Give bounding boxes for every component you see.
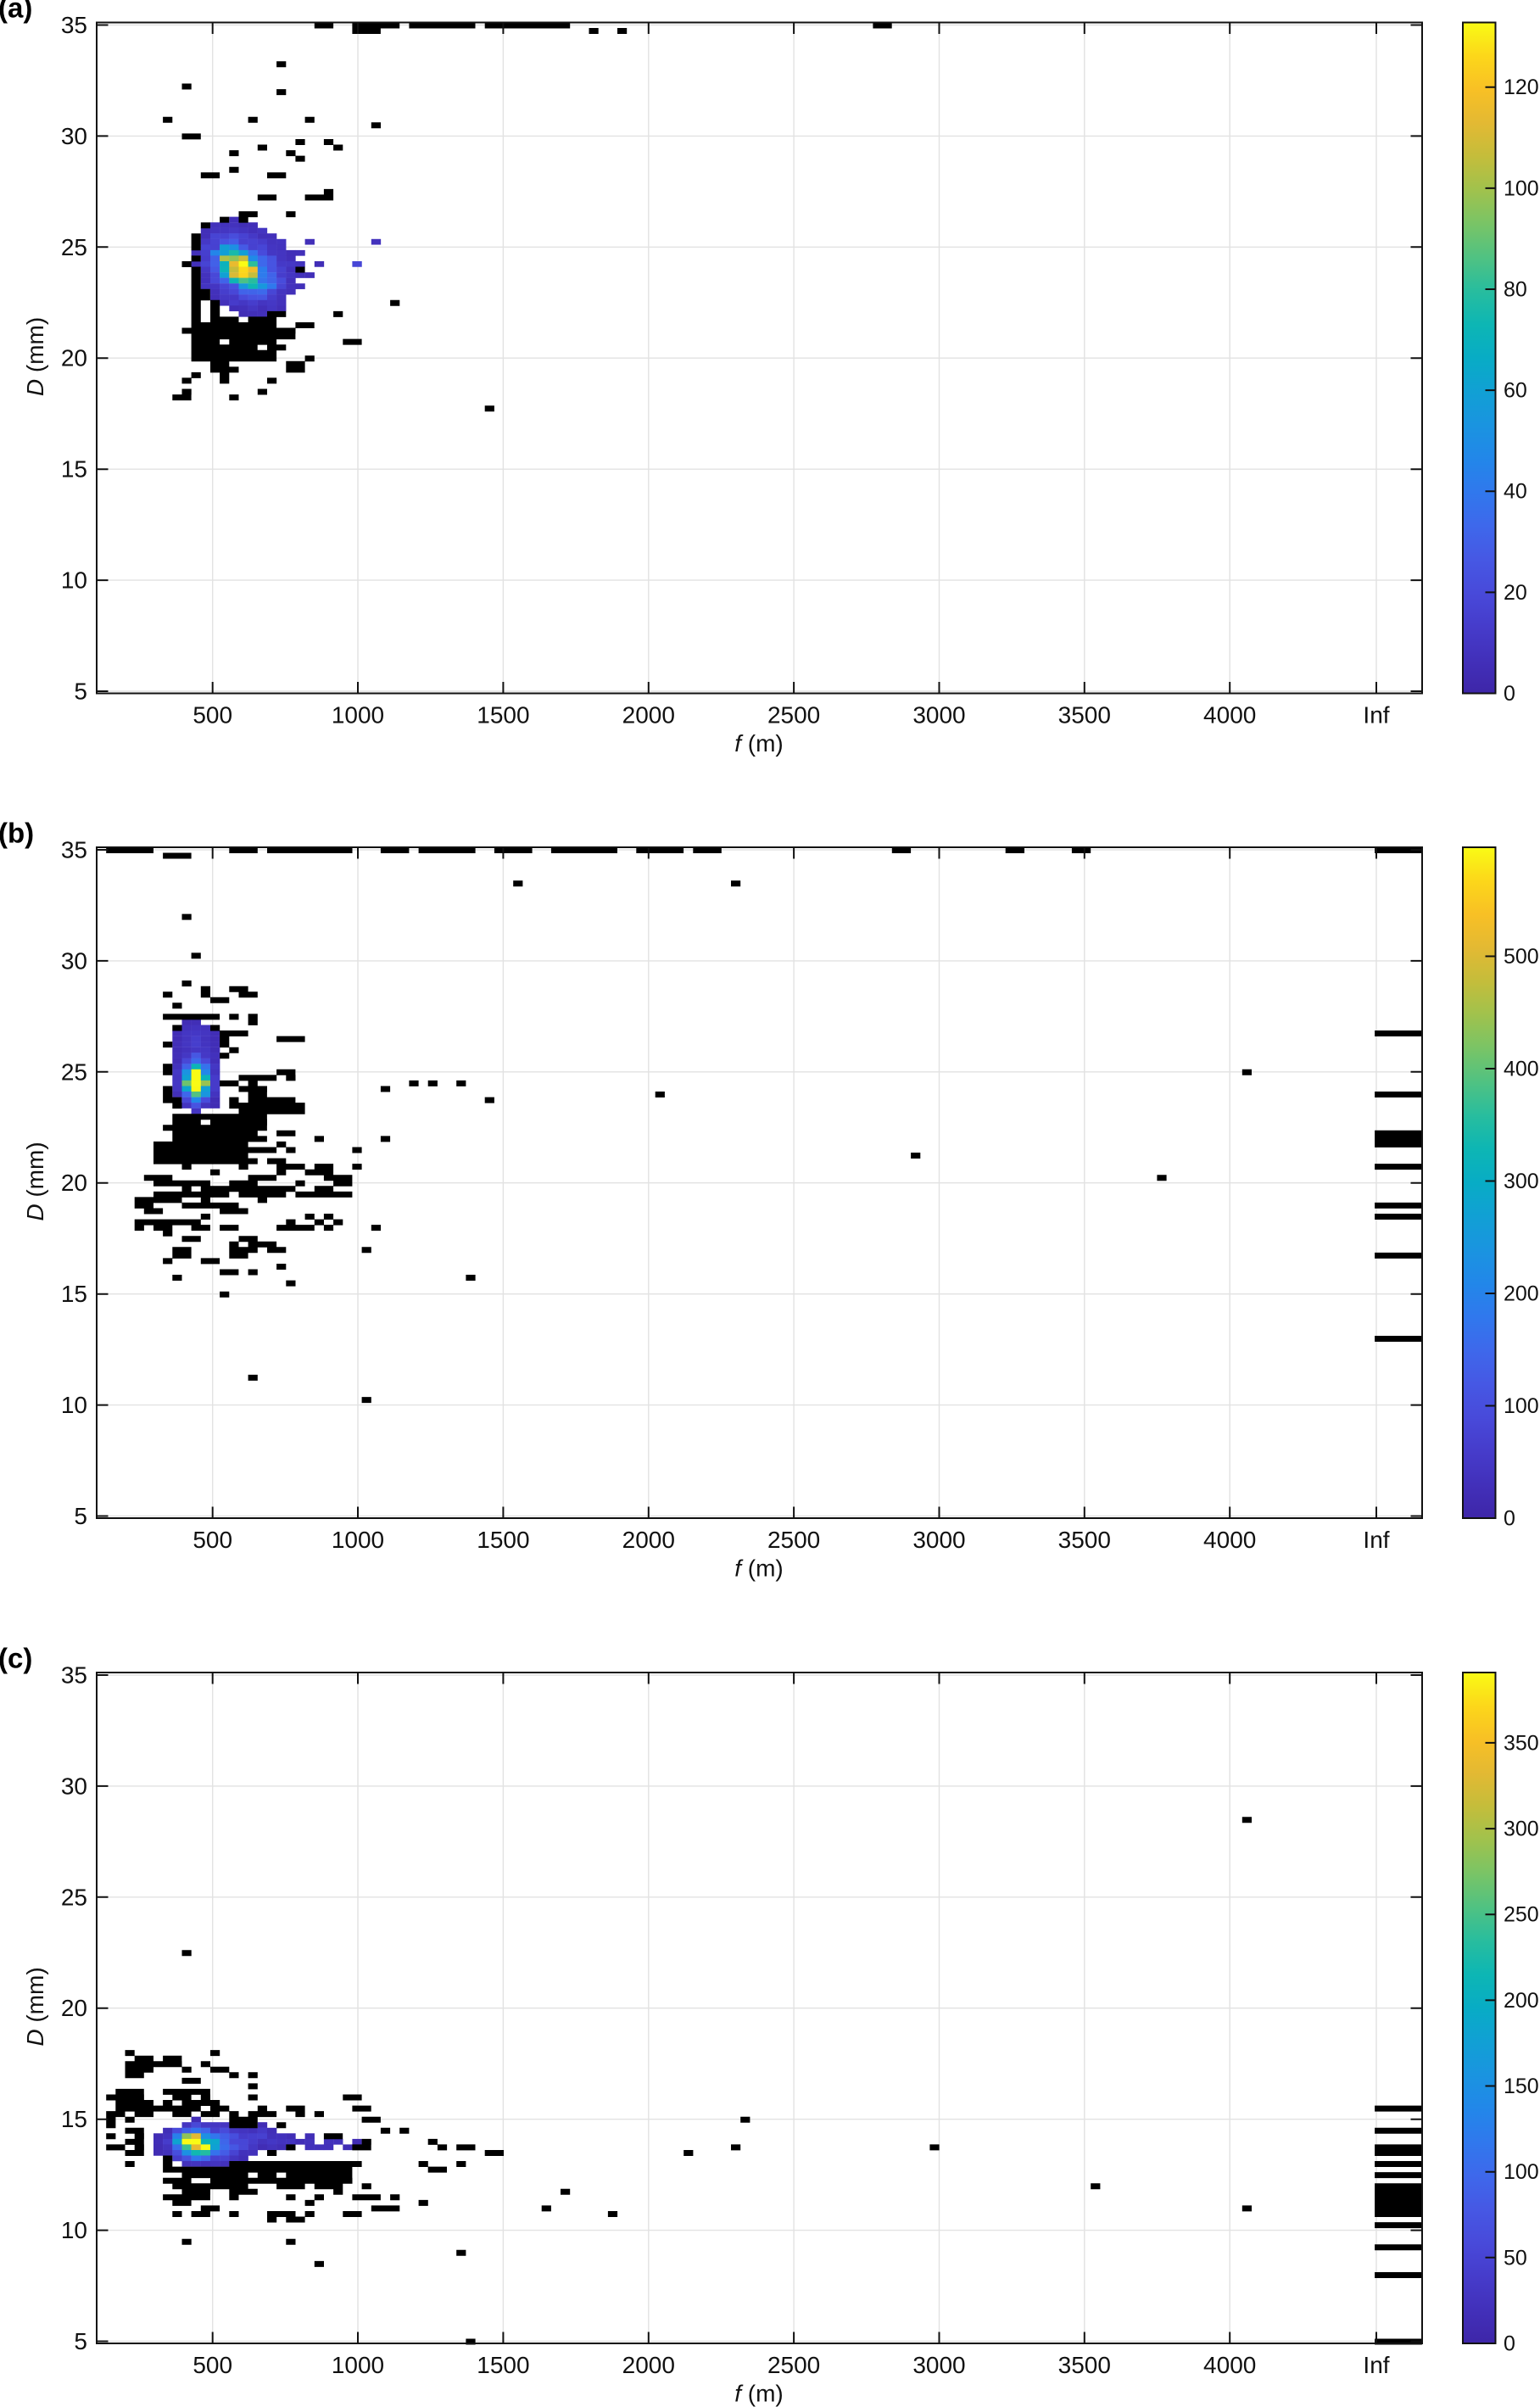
svg-text:D (mm): D (mm) — [22, 1967, 48, 2046]
svg-text:150: 150 — [1504, 2075, 1539, 2098]
svg-text:200: 200 — [1504, 1989, 1539, 2013]
svg-text:15: 15 — [61, 1281, 87, 1307]
svg-text:3500: 3500 — [1058, 702, 1111, 729]
svg-text:35: 35 — [61, 12, 87, 38]
svg-text:100: 100 — [1504, 2160, 1539, 2184]
svg-text:2500: 2500 — [767, 2352, 820, 2378]
svg-text:3500: 3500 — [1058, 1527, 1111, 1553]
svg-text:500: 500 — [1504, 945, 1539, 969]
svg-text:5: 5 — [74, 2328, 87, 2354]
svg-text:4000: 4000 — [1203, 2352, 1256, 2378]
svg-text:10: 10 — [61, 567, 87, 594]
svg-text:Inf: Inf — [1363, 2352, 1389, 2378]
svg-text:0: 0 — [1504, 682, 1515, 706]
svg-text:400: 400 — [1504, 1058, 1539, 1081]
svg-text:3000: 3000 — [912, 702, 965, 729]
svg-text:300: 300 — [1504, 1170, 1539, 1193]
svg-text:4000: 4000 — [1203, 1527, 1256, 1553]
svg-text:(a): (a) — [0, 0, 32, 24]
svg-text:20: 20 — [61, 345, 87, 371]
svg-text:0: 0 — [1504, 1507, 1515, 1531]
svg-text:Inf: Inf — [1363, 1527, 1389, 1553]
svg-text:25: 25 — [61, 1058, 87, 1085]
svg-text:100: 100 — [1504, 176, 1539, 200]
svg-text:1500: 1500 — [477, 1527, 529, 1553]
svg-text:25: 25 — [61, 234, 87, 260]
svg-text:1000: 1000 — [332, 1527, 384, 1553]
svg-text:3000: 3000 — [912, 1527, 965, 1553]
svg-text:30: 30 — [61, 1773, 87, 1799]
svg-text:350: 350 — [1504, 1731, 1539, 1755]
svg-text:500: 500 — [192, 702, 232, 729]
svg-text:200: 200 — [1504, 1282, 1539, 1306]
svg-text:(c): (c) — [0, 1643, 32, 1674]
svg-text:3000: 3000 — [912, 2352, 965, 2378]
svg-text:50: 50 — [1504, 2246, 1527, 2270]
svg-text:15: 15 — [61, 456, 87, 483]
svg-text:f (m): f (m) — [734, 2381, 784, 2407]
svg-text:20: 20 — [1504, 581, 1527, 605]
svg-text:20: 20 — [61, 1995, 87, 2021]
svg-text:500: 500 — [192, 2352, 232, 2378]
svg-text:2000: 2000 — [622, 702, 675, 729]
svg-text:f (m): f (m) — [734, 1555, 784, 1582]
svg-text:10: 10 — [61, 1392, 87, 1418]
svg-text:2500: 2500 — [767, 702, 820, 729]
svg-text:D (mm): D (mm) — [22, 1142, 48, 1220]
svg-text:60: 60 — [1504, 379, 1527, 403]
svg-text:120: 120 — [1504, 75, 1539, 99]
svg-text:1500: 1500 — [477, 702, 529, 729]
svg-text:2000: 2000 — [622, 1527, 675, 1553]
svg-text:300: 300 — [1504, 1818, 1539, 1841]
svg-text:30: 30 — [61, 123, 87, 149]
svg-text:0: 0 — [1504, 2332, 1515, 2356]
svg-text:1500: 1500 — [477, 2352, 529, 2378]
svg-text:20: 20 — [61, 1170, 87, 1196]
svg-text:100: 100 — [1504, 1394, 1539, 1418]
svg-text:80: 80 — [1504, 278, 1527, 302]
svg-text:15: 15 — [61, 2106, 87, 2132]
svg-text:250: 250 — [1504, 1903, 1539, 1927]
svg-text:2500: 2500 — [767, 1527, 820, 1553]
svg-text:3500: 3500 — [1058, 2352, 1111, 2378]
svg-text:5: 5 — [74, 679, 87, 705]
svg-text:30: 30 — [61, 947, 87, 974]
svg-text:Inf: Inf — [1363, 702, 1389, 729]
svg-text:5: 5 — [74, 1503, 87, 1529]
svg-text:35: 35 — [61, 837, 87, 863]
svg-text:1000: 1000 — [332, 2352, 384, 2378]
svg-text:2000: 2000 — [622, 2352, 675, 2378]
svg-text:10: 10 — [61, 2217, 87, 2243]
svg-text:4000: 4000 — [1203, 702, 1256, 729]
svg-text:(b): (b) — [0, 818, 34, 849]
svg-text:1000: 1000 — [332, 702, 384, 729]
svg-text:25: 25 — [61, 1884, 87, 1910]
svg-text:35: 35 — [61, 1662, 87, 1689]
svg-text:500: 500 — [192, 1527, 232, 1553]
svg-text:f (m): f (m) — [734, 730, 784, 757]
svg-text:40: 40 — [1504, 480, 1527, 504]
svg-text:D (mm): D (mm) — [22, 317, 48, 396]
